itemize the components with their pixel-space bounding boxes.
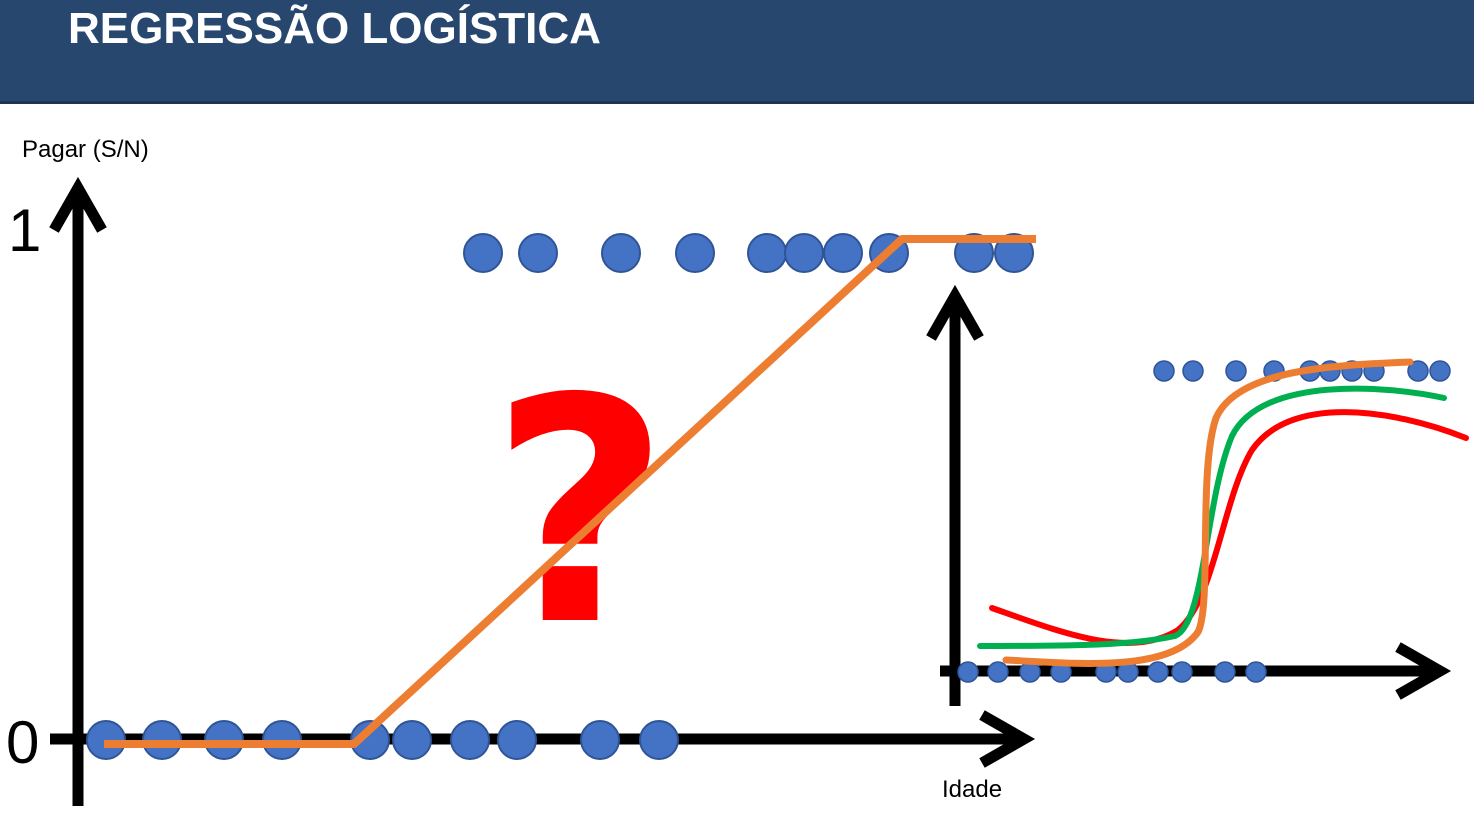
data-point xyxy=(518,233,558,273)
data-point xyxy=(392,720,432,760)
question-mark: ? xyxy=(490,333,670,694)
data-point xyxy=(1245,661,1267,683)
data-point xyxy=(497,720,537,760)
data-point xyxy=(1171,661,1193,683)
data-point xyxy=(1153,360,1175,382)
data-point xyxy=(994,233,1034,273)
data-point xyxy=(954,233,994,273)
data-point xyxy=(463,233,503,273)
slide-title: REGRESSÃO LOGÍSTICA xyxy=(68,4,601,53)
data-point xyxy=(1147,661,1169,683)
inset-curve-orange xyxy=(1002,358,1414,667)
data-point xyxy=(823,233,863,273)
data-point xyxy=(1214,661,1236,683)
data-point xyxy=(639,720,679,760)
inset-y-axis-arrowhead xyxy=(926,284,984,341)
data-point xyxy=(601,233,641,273)
linear-fit-line xyxy=(104,235,1036,748)
y-tick-zero: 0 xyxy=(6,709,40,776)
data-point xyxy=(1182,360,1204,382)
data-point xyxy=(747,233,787,273)
x-axis-label: Idade xyxy=(942,776,1003,803)
inset-x-axis-arrowhead xyxy=(1395,642,1452,700)
main-x-axis-arrowhead xyxy=(979,710,1036,768)
data-point xyxy=(957,661,979,683)
inset-points-zero xyxy=(957,661,1267,683)
title-banner: REGRESSÃO LOGÍSTICA xyxy=(0,0,1474,104)
data-point xyxy=(580,720,620,760)
data-point xyxy=(450,720,490,760)
data-point xyxy=(675,233,715,273)
main-y-axis-arrowhead xyxy=(49,176,107,233)
y-axis-label: Pagar (S/N) xyxy=(22,136,149,163)
main-points-one xyxy=(463,233,1034,273)
data-point xyxy=(987,661,1009,683)
inset-curve-red xyxy=(989,409,1469,646)
data-point xyxy=(1225,360,1247,382)
data-point xyxy=(784,233,824,273)
data-point xyxy=(1429,360,1451,382)
y-tick-one: 1 xyxy=(8,197,42,264)
data-point xyxy=(1407,360,1429,382)
